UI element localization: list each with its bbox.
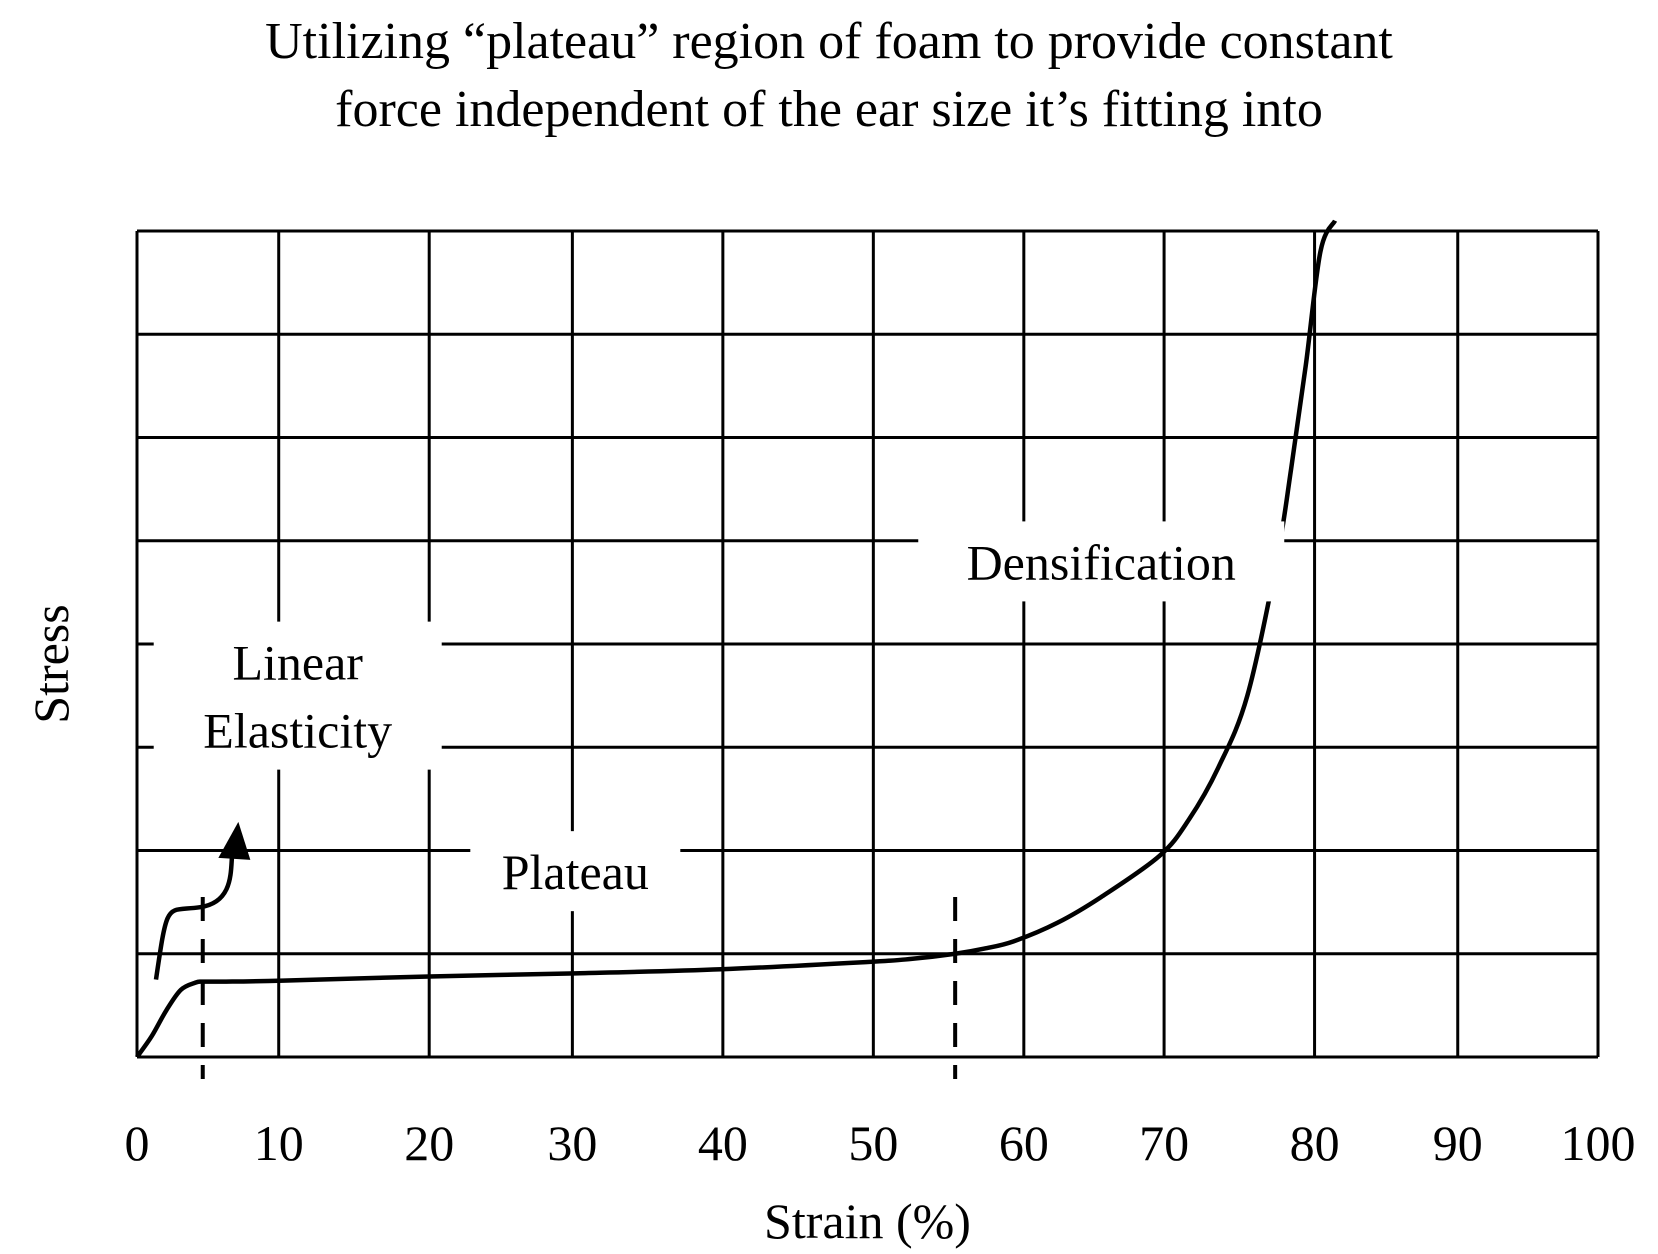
chart-title-line-2: force independent of the ear size it’s f…	[335, 81, 1323, 138]
x-axis-label: Strain (%)	[764, 1193, 971, 1249]
x-tick-label-70: 70	[1139, 1115, 1189, 1171]
x-tick-label-90: 90	[1433, 1115, 1483, 1171]
x-tick-label-60: 60	[999, 1115, 1049, 1171]
x-tick-label-30: 30	[547, 1115, 597, 1171]
annotation-label-0-0: Linear	[232, 635, 363, 691]
arrow-line	[153, 851, 235, 980]
arrow-head	[218, 821, 251, 860]
annotation-bg-0	[153, 621, 442, 770]
dashed-markers	[200, 896, 958, 1079]
chart-title: Utilizing “plateau” region of foam to pr…	[0, 8, 1658, 144]
annotation-bg-1	[470, 831, 681, 912]
annotation-label-1-0: Plateau	[502, 844, 649, 900]
annotations: Linear Elasticity Plateau Densification	[153, 521, 1285, 980]
annotation-bg-2	[918, 521, 1285, 602]
y-axis-label: Stress	[23, 604, 79, 723]
annotation-label-2-0: Densification	[967, 534, 1236, 590]
x-tick-label-10: 10	[254, 1115, 304, 1171]
x-tick-label-50: 50	[848, 1115, 898, 1171]
x-tick-label-0: 0	[125, 1115, 150, 1171]
grid	[135, 229, 1600, 1059]
annotation-label-0-1: Elasticity	[203, 703, 392, 759]
x-tick-label-20: 20	[404, 1115, 454, 1171]
x-tick-label-100: 100	[1561, 1115, 1636, 1171]
x-tick-label-80: 80	[1290, 1115, 1340, 1171]
x-tick-labels: 0 10 20 30 40 50 60 70 80 90 100	[125, 1115, 1636, 1171]
x-tick-label-40: 40	[698, 1115, 748, 1171]
chart-title-line-1: Utilizing “plateau” region of foam to pr…	[265, 13, 1393, 70]
